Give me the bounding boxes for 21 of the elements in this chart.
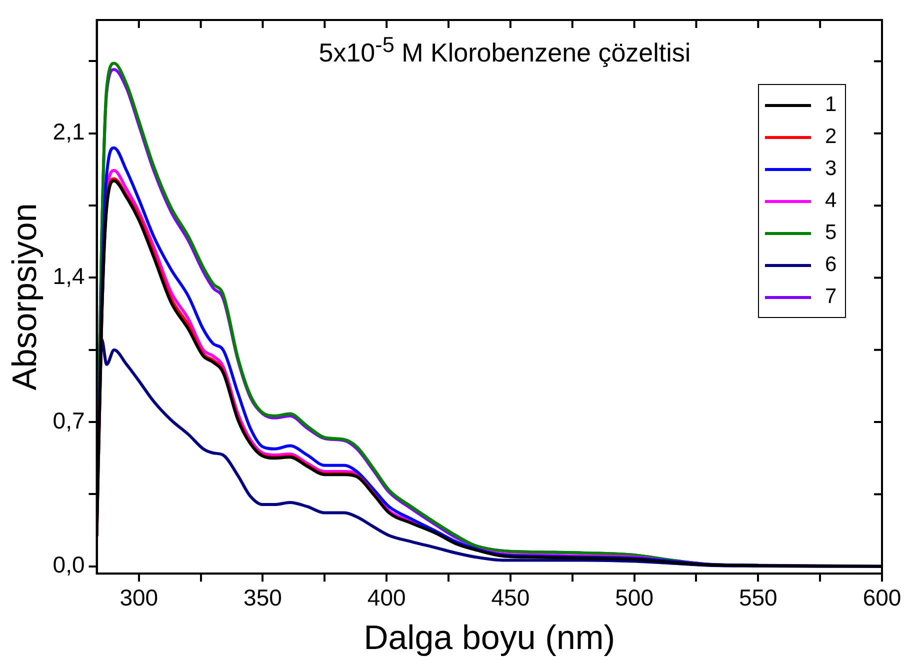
legend-label: 3 (825, 157, 837, 181)
legend-label: 1 (825, 93, 837, 117)
y-tick-label: 0,7 (52, 407, 85, 434)
y-axis-title: Absorpsiyon (6, 203, 44, 390)
x-tick-label: 500 (615, 584, 654, 611)
legend-label: 6 (825, 253, 837, 277)
legend-label: 2 (825, 125, 837, 149)
annotation: 5x10$^{-5}$ M Klorobenzene çözeltisi (318, 32, 691, 69)
x-tick-label: 600 (862, 584, 902, 611)
x-tick-label: 400 (367, 584, 406, 611)
y-tick-label: 2,1 (52, 118, 85, 145)
y-tick-label: 0,0 (52, 552, 85, 578)
legend-label: 4 (825, 189, 837, 213)
x-axis-title: Dalga boyu (nm) (364, 618, 616, 657)
legend-label: 7 (825, 285, 837, 309)
y-tick-label: 1,4 (52, 263, 85, 290)
legend-label: 5 (825, 221, 837, 245)
x-tick-label: 300 (120, 584, 158, 611)
x-tick-label: 450 (491, 584, 530, 611)
x-tick-label: 550 (738, 584, 778, 611)
x-tick-label: 350 (244, 584, 282, 611)
